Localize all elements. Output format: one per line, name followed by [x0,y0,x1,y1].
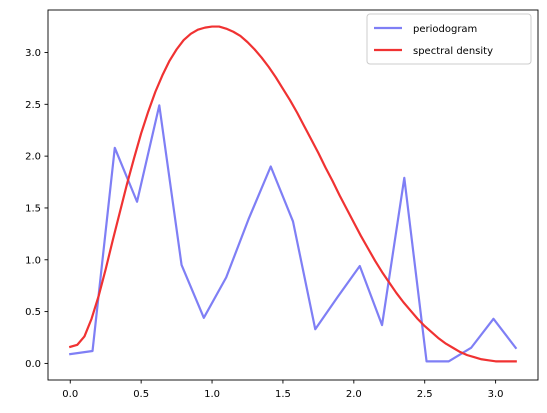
x-axis: 0.0 0.5 1.0 1.5 2.0 2.5 3.0 [62,380,504,400]
plot-background [48,10,538,380]
y-tick-label: 3.0 [25,48,41,59]
x-tick-label: 1.0 [204,389,220,400]
series-line-spectral-density [68,25,517,363]
plot-frame [47,9,539,381]
y-tick-label: 1.0 [25,255,41,266]
series-line-periodogram [69,104,518,363]
legend-label-spectral-density: spectral density [413,46,493,57]
x-tick-label: 3.0 [488,389,504,400]
y-axis: 0.0 0.5 1.0 1.5 2.0 2.5 3.0 [25,48,48,370]
x-tick-label: 0.5 [133,389,149,400]
legend-box [366,13,532,65]
legend: periodogram spectral density [366,13,532,65]
y-tick-label: 1.5 [25,203,41,214]
x-tick-label: 0.0 [62,389,78,400]
x-tick-label: 2.0 [346,389,362,400]
y-tick-label: 0.0 [25,359,41,370]
legend-label-periodogram: periodogram [413,24,477,35]
y-tick-label: 2.5 [25,100,41,111]
x-tick-label: 1.5 [275,389,291,400]
x-tick-label: 2.5 [417,389,433,400]
series-layer [68,25,518,363]
y-tick-label: 2.0 [25,152,41,163]
y-tick-label: 0.5 [25,307,41,318]
